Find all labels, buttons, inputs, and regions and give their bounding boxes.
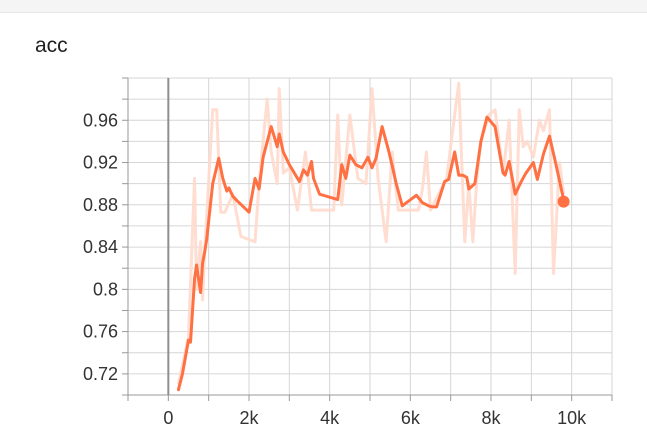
y-tick-label: 0.92 xyxy=(83,153,118,173)
series-end-marker xyxy=(557,195,570,208)
x-tick-label: 10k xyxy=(557,408,587,428)
chart-title: acc xyxy=(35,34,68,57)
top-bar xyxy=(0,0,647,13)
y-tick-label: 0.84 xyxy=(83,237,118,257)
y-tick-label: 0.96 xyxy=(83,110,118,130)
x-tick-label: 0 xyxy=(163,408,173,428)
x-tick-label: 4k xyxy=(320,408,340,428)
y-tick-label: 0.72 xyxy=(83,364,118,384)
x-tick-label: 2k xyxy=(239,408,259,428)
y-tick-label: 0.8 xyxy=(93,279,118,299)
raw-series-line xyxy=(176,81,566,385)
y-tick-label: 0.88 xyxy=(83,195,118,215)
x-tick-label: 8k xyxy=(481,408,501,428)
grid-layer xyxy=(127,77,613,396)
smoothed-series-line xyxy=(176,115,566,392)
axis-layer xyxy=(122,77,613,401)
raw-series-layer xyxy=(176,81,566,385)
smoothed-series-layer xyxy=(176,115,570,392)
tick-label-layer: 0.72 0.76 0.8 0.84 0.88 0.92 0.96 0 2k 4k 6k 8k 10k xyxy=(83,110,587,428)
x-tick-label: 6k xyxy=(401,408,421,428)
y-tick-label: 0.76 xyxy=(83,322,118,342)
